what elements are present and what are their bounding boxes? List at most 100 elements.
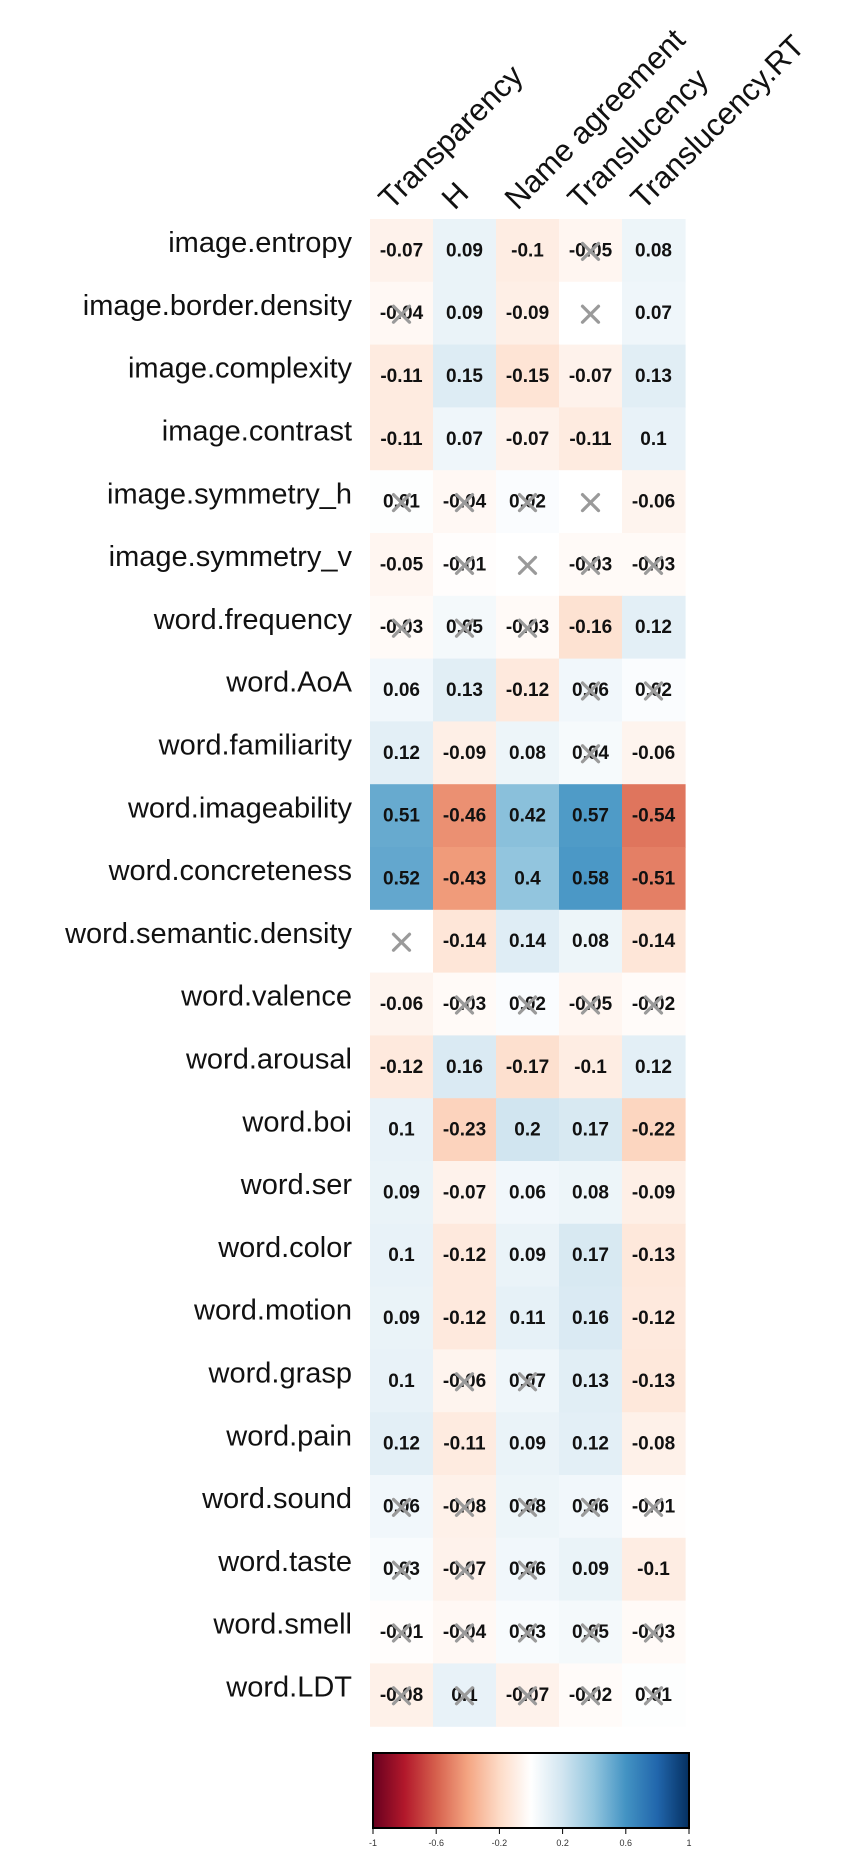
cell-value-label: -0.05 [380, 554, 424, 575]
heatmap-cell [370, 1098, 434, 1162]
cell-value-label: -0.07 [569, 366, 612, 387]
colorbar-legend: -1 -0.6 -0.2 0.2 0.6 1 [369, 1752, 692, 1848]
non-significant-cross-mark [517, 1623, 538, 1643]
cell-value-label: -0.12 [443, 1308, 486, 1329]
heatmap-cell [622, 344, 686, 408]
non-significant-cross-mark [454, 1372, 475, 1392]
heatmap-cell [622, 1035, 686, 1099]
non-significant-cross-mark [454, 1623, 475, 1643]
cell-value-label: 0.08 [635, 240, 672, 261]
non-significant-cross-mark [391, 493, 412, 513]
heatmap-cell [496, 1098, 560, 1162]
cell-value-label: -0.07 [380, 240, 423, 261]
cell-value-label: 0.06 [509, 1182, 546, 1203]
heatmap-cell [433, 1098, 497, 1162]
cell-value-label: -0.07 [506, 429, 549, 450]
heatmap-cell [559, 1161, 623, 1225]
heatmap-cell [559, 1349, 623, 1413]
heatmap-cell [559, 784, 623, 848]
cell-value-label: 0.07 [635, 303, 672, 324]
cell-value-label: 0.15 [446, 366, 483, 387]
cell-value-label: -0.17 [506, 1057, 549, 1078]
row-label: word.sound [201, 1483, 352, 1515]
colorbar-tick-label: -0.2 [492, 1838, 508, 1848]
non-significant-cross-mark [643, 1623, 664, 1643]
row-label: word.ser [240, 1169, 353, 1201]
cell-value-label: 0.52 [383, 868, 420, 889]
cell-value-label: -0.12 [506, 680, 549, 701]
heatmap-cell [370, 1349, 434, 1413]
row-label: word.arousal [185, 1043, 352, 1075]
non-significant-cross-mark [580, 1623, 601, 1643]
cell-value-label: 0.4 [514, 868, 541, 889]
heatmap-cell [559, 595, 623, 660]
non-significant-cross-mark [580, 744, 601, 764]
heatmap-cell [622, 1537, 686, 1602]
row-label: image.symmetry_h [107, 478, 352, 510]
heatmap-cell [622, 470, 686, 534]
cell-value-label: -0.46 [443, 806, 486, 827]
heatmap-cell [370, 847, 434, 911]
non-significant-cross-mark [391, 1560, 412, 1580]
heatmap-cell [370, 1035, 434, 1099]
non-significant-cross-mark [580, 995, 601, 1015]
non-significant-cross-mark [643, 1497, 664, 1518]
heatmap-cell [433, 281, 497, 346]
cell-value-label: -0.06 [632, 743, 675, 764]
heatmap-cell [559, 1412, 623, 1476]
heatmap-cell [496, 1286, 560, 1350]
non-significant-cross-mark [454, 493, 475, 513]
heatmap-cell [559, 1098, 623, 1162]
row-label: word.color [217, 1232, 352, 1264]
heatmap-cell [559, 909, 623, 974]
cell-value-label: 0.07 [446, 429, 483, 450]
heatmap-cell [496, 344, 560, 408]
heatmap-cell [433, 344, 497, 408]
row-label: word.frequency [153, 604, 353, 636]
heatmap-cell [496, 1161, 560, 1225]
row-label: image.border.density [83, 290, 353, 322]
cell-value-label: -0.09 [506, 303, 549, 324]
heatmap-cell [433, 219, 497, 283]
non-significant-cross-mark [454, 1686, 475, 1706]
cell-value-label: -0.11 [380, 366, 423, 387]
heatmap-cell [622, 219, 686, 283]
non-significant-cross-mark [643, 555, 664, 576]
cell-value-label: 0.08 [509, 743, 546, 764]
non-significant-cross-mark [391, 1686, 412, 1706]
non-significant-cross-mark [517, 1686, 538, 1706]
row-label: image.contrast [162, 415, 352, 447]
heatmap-cell [622, 1412, 686, 1476]
heatmap-cell [433, 1286, 497, 1350]
cell-value-label: 0.12 [635, 1057, 672, 1078]
cell-value-label: 0.16 [572, 1308, 609, 1329]
non-significant-cross-mark [580, 555, 601, 576]
cell-value-label: -0.43 [443, 868, 486, 889]
row-label: word.LDT [225, 1671, 352, 1703]
heatmap-cell [370, 407, 434, 471]
heatmap-cell [622, 1223, 686, 1288]
heatmap-cell [370, 721, 434, 785]
heatmap-cell [496, 658, 560, 722]
row-label: image.complexity [128, 353, 353, 385]
non-significant-cross-mark [454, 618, 475, 638]
row-label: word.boi [241, 1106, 352, 1138]
cell-value-label: 0.09 [446, 303, 483, 324]
non-significant-cross-mark [580, 1497, 601, 1518]
heatmap-cell [370, 784, 434, 848]
heatmap-cell [622, 1349, 686, 1413]
cell-value-label: 0.1 [388, 1120, 415, 1141]
heatmap-cell [433, 784, 497, 848]
cell-value-label: 0.09 [572, 1559, 609, 1580]
cell-value-label: 0.51 [383, 806, 420, 827]
heatmap-cell [496, 1412, 560, 1476]
cell-value-label: -0.13 [632, 1245, 675, 1266]
heatmap-cell [622, 909, 686, 974]
cell-value-label: -0.1 [574, 1057, 607, 1078]
row-label: word.taste [217, 1546, 352, 1578]
heatmap-cell [559, 407, 623, 471]
heatmap-cell [433, 407, 497, 471]
row-label: word.motion [193, 1295, 352, 1327]
cell-value-label: -0.12 [632, 1308, 675, 1329]
row-label: word.smell [212, 1609, 352, 1641]
